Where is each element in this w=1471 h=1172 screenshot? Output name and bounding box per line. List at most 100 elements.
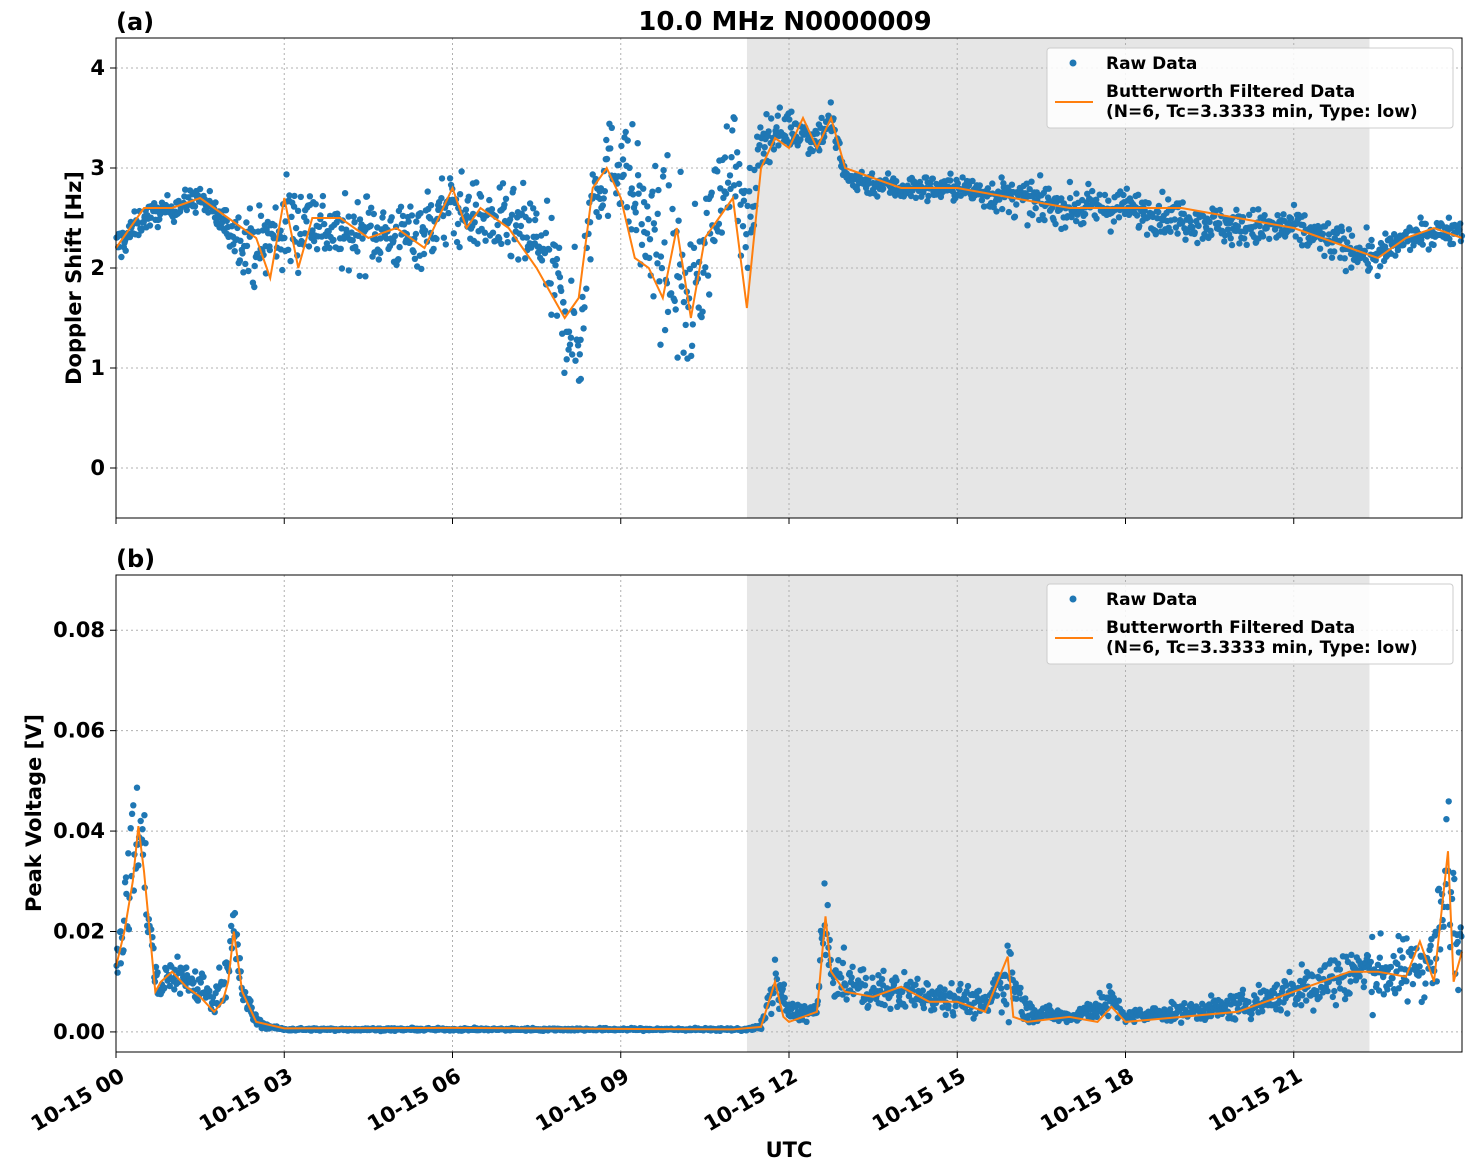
panel-a-raw-point <box>969 177 976 185</box>
panel-a-raw-point <box>1348 264 1355 271</box>
panel-b-raw-point <box>1404 998 1411 1005</box>
figure-title: 10.0 MHz N0000009 <box>638 7 931 37</box>
panel-b-raw-point <box>1389 975 1396 982</box>
panel-b-raw-point <box>1298 1002 1305 1009</box>
panel-a-raw-point <box>1266 235 1273 243</box>
panel-b-raw-point <box>133 784 141 791</box>
panel-a-raw-point <box>337 245 344 252</box>
panel-a-raw-point <box>599 202 606 209</box>
x-tick-label: 10-15 21 <box>1204 1064 1306 1137</box>
panel-a-raw-point <box>367 222 374 229</box>
panel-a-raw-point <box>1406 246 1414 254</box>
panel-a-raw-point <box>1348 232 1356 239</box>
panel-a-raw-point <box>1456 226 1463 234</box>
panel-a-raw-point <box>1363 224 1370 231</box>
panel-a-raw-point <box>408 212 416 219</box>
panel-a-raw-point <box>363 193 371 200</box>
panel-b-raw-point <box>1346 990 1353 997</box>
panel-b-raw-point <box>171 986 178 993</box>
panel-a-raw-point <box>947 177 954 184</box>
panel-b-raw-point <box>152 963 160 971</box>
panel-a-raw-point <box>604 212 612 219</box>
panel-a-raw-point <box>1085 180 1092 188</box>
panel-b-raw-point <box>1360 978 1368 985</box>
panel-b-raw-point <box>860 966 867 973</box>
panel-a-raw-point <box>154 223 161 231</box>
panel-a-raw-point <box>1228 241 1236 249</box>
panel-b-raw-point <box>1445 798 1452 805</box>
panel-a-raw-point <box>1345 226 1353 233</box>
panel-a-raw-point <box>978 197 986 204</box>
panel-a-raw-point <box>813 130 821 137</box>
panel-b-raw-point <box>975 987 983 994</box>
panel-b-raw-point <box>877 987 884 995</box>
panel-b-raw-point <box>1334 960 1342 967</box>
panel-a-raw-point <box>442 241 449 248</box>
panel-a-raw-point <box>405 218 412 225</box>
panel-b-raw-point <box>998 1009 1005 1016</box>
panel-a-raw-point <box>555 244 563 251</box>
panel-a-raw-point <box>341 190 349 197</box>
panel-b-raw-point <box>1004 942 1011 949</box>
panel-a-raw-point <box>1191 229 1198 236</box>
panel-a-raw-point <box>672 306 679 313</box>
panel-b-raw-point <box>117 960 125 967</box>
panel-b-raw-point <box>1343 953 1350 960</box>
panel-a-raw-point <box>547 280 554 287</box>
panel-b-raw-point <box>200 973 207 980</box>
panel-a-raw-point <box>1377 263 1384 270</box>
panel-a-raw-point <box>283 171 290 178</box>
panel-a-raw-point <box>735 180 743 187</box>
panel-a-legend-box <box>1046 47 1454 129</box>
panel-a-raw-point <box>140 219 147 226</box>
panel-a-raw-point <box>633 226 640 234</box>
panel-a-raw-point <box>929 175 936 182</box>
panel-a-raw-point <box>504 239 511 246</box>
panel-b-raw-point <box>1017 984 1024 992</box>
panel-b-raw-point <box>829 979 837 987</box>
panel-a-raw-point <box>520 179 527 187</box>
panel-b-raw-point <box>206 987 213 994</box>
panel-a-raw-point <box>294 207 302 214</box>
panel-a-raw-point <box>651 226 658 233</box>
panel-b-raw-point <box>941 986 948 993</box>
panel-a-raw-point <box>740 197 748 204</box>
panel-a-raw-point <box>776 104 783 111</box>
panel-b-raw-point <box>966 1008 973 1016</box>
panel-a-raw-point <box>664 308 672 316</box>
panel-b-raw-point <box>1399 954 1406 961</box>
panel-a-raw-point <box>243 242 251 250</box>
panel-a-raw-point <box>257 212 265 219</box>
panel-a-raw-point <box>351 219 358 226</box>
panel-b-raw-point <box>1458 933 1465 940</box>
panel-a-raw-point <box>438 175 446 182</box>
panel-a-raw-point <box>1233 206 1240 213</box>
panel-a-raw-point <box>615 161 623 168</box>
panel-a-raw-point <box>530 205 537 212</box>
panel-a-y-tick-label: 0 <box>90 456 105 480</box>
panel-b-raw-point <box>174 953 181 960</box>
panel-a-raw-point <box>746 188 753 195</box>
panel-a-raw-point <box>1227 235 1234 242</box>
panel-b-raw-point <box>1022 995 1029 1002</box>
panel-b-raw-point <box>878 976 886 983</box>
panel-b-legend-raw-label: Raw Data <box>1106 590 1197 610</box>
panel-a-raw-point <box>472 201 480 208</box>
panel-a-raw-point <box>212 199 219 206</box>
panel-a-raw-point <box>1457 237 1465 245</box>
panel-a-raw-point <box>959 174 966 181</box>
panel-b-raw-point <box>769 1000 776 1007</box>
panel-b-raw-point <box>1294 995 1301 1003</box>
panel-a-raw-point <box>623 204 631 211</box>
panel-a-raw-point <box>638 241 646 248</box>
panel-a-raw-point <box>1032 204 1039 212</box>
panel-b-raw-point <box>139 826 146 833</box>
panel-a-raw-point <box>291 192 298 200</box>
panel-a-raw-point <box>456 243 463 251</box>
panel-a-raw-point <box>465 193 472 200</box>
panel-b-raw-point <box>834 990 842 998</box>
panel-a-raw-point <box>1368 243 1376 250</box>
panel-a-raw-point <box>678 283 685 290</box>
panel-a-raw-point <box>517 222 525 230</box>
panel-a-raw-point <box>350 213 357 220</box>
